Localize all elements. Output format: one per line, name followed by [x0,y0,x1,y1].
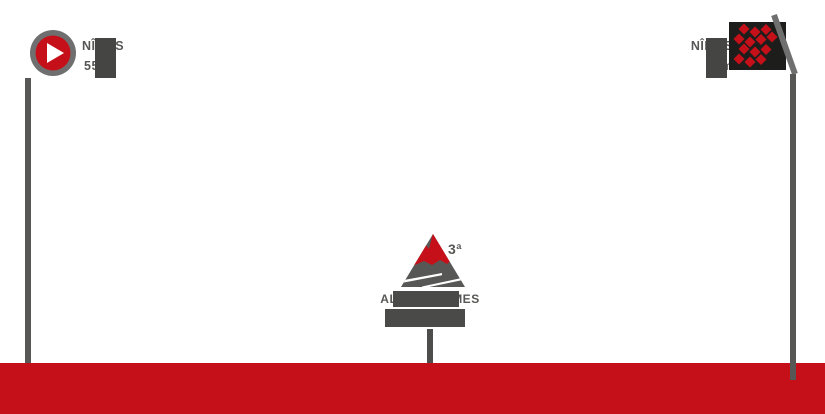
checkered-flag-icon [729,13,798,76]
climb-redacted-box-2 [385,309,465,327]
km-axis-bar: KM 0 7,3 KM 13,7 [0,363,825,414]
finish-redacted-box [706,38,727,78]
climb-category-label: 3ª [448,241,462,257]
start-play-icon [30,30,76,76]
mountain-icon [401,234,465,287]
finish-marker-line [790,74,796,380]
climb-marker-line [427,329,433,363]
climb-redacted-box-1 [393,291,459,307]
start-redacted-box [95,38,116,78]
start-marker-line [25,78,31,363]
